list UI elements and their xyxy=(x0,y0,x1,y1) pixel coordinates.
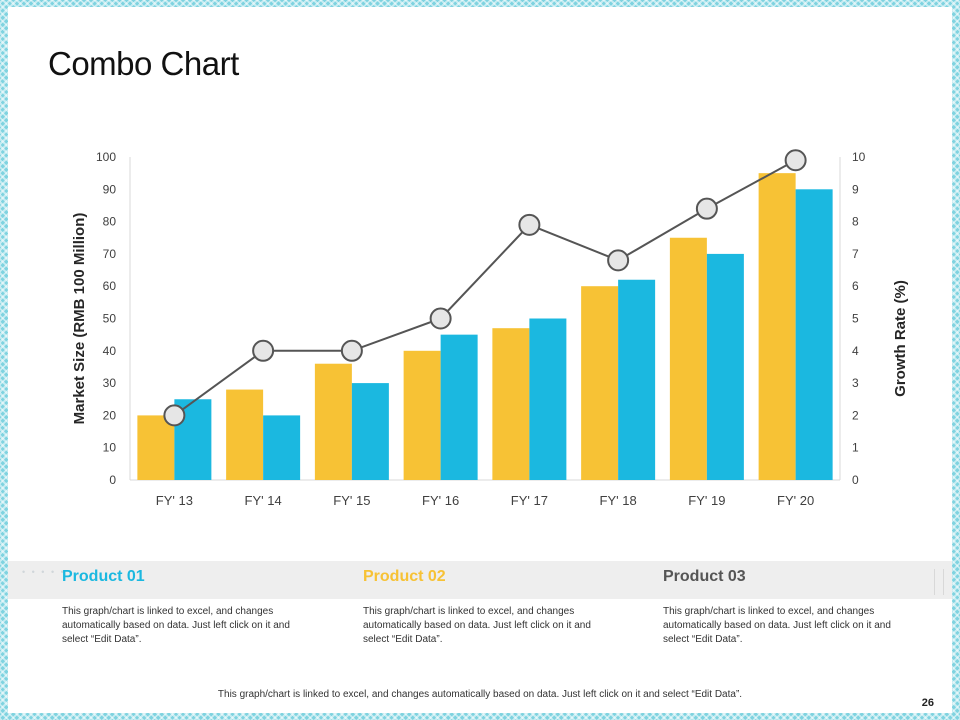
y-right-tick-label: 9 xyxy=(852,182,859,196)
y-tick-label: 40 xyxy=(103,344,117,358)
y-tick-label: 10 xyxy=(103,441,117,455)
growth-rate-point xyxy=(784,149,807,172)
y-tick-label: 0 xyxy=(109,473,116,487)
y-tick-label: 70 xyxy=(103,247,117,261)
bar-series1 xyxy=(581,286,619,480)
y-right-tick-label: 4 xyxy=(852,344,859,358)
y-tick-label: 30 xyxy=(103,376,117,390)
bar-series2 xyxy=(529,318,567,480)
x-tick-label: FY' 18 xyxy=(600,493,637,508)
product-03-description: This graph/chart is linked to excel, and… xyxy=(663,606,891,645)
bar-series2 xyxy=(795,189,833,481)
y-right-tick-label: 5 xyxy=(852,312,859,326)
bar-series2 xyxy=(706,253,744,480)
growth-rate-point xyxy=(340,339,363,362)
y-right-tick-label: 8 xyxy=(852,215,859,229)
bar-series1 xyxy=(669,237,707,480)
y-right-tick-label: 3 xyxy=(852,376,859,390)
bar-series1 xyxy=(403,350,441,480)
product-02-heading: Product 02 xyxy=(363,568,446,585)
x-tick-label: FY' 20 xyxy=(777,493,814,508)
y-tick-label: 20 xyxy=(103,408,117,422)
x-tick-label: FY' 13 xyxy=(156,493,193,508)
footer-note: This graph/chart is linked to excel, and… xyxy=(217,689,743,700)
product-band xyxy=(8,561,952,599)
y-axis-title: Market Size (RMB 100 Million) xyxy=(71,213,88,425)
bar-series2 xyxy=(618,279,656,480)
decorative-lines xyxy=(934,569,944,595)
growth-rate-point xyxy=(518,213,541,236)
x-tick-label: FY' 16 xyxy=(422,493,459,508)
bar-series1 xyxy=(758,173,796,480)
y-tick-label: 50 xyxy=(103,312,117,326)
bar-series1 xyxy=(314,363,352,480)
y-right-tick-label: 7 xyxy=(852,247,859,261)
combo-chart: 0 10 20 30 40 50 60 70 80 90 100 0 1 2 3 4 5 6 7 8 9 10 Market… xyxy=(71,149,909,508)
y-right-tick-label: 10 xyxy=(852,150,866,164)
product-02-description: This graph/chart is linked to excel, and… xyxy=(363,606,591,645)
y-tick-label: 100 xyxy=(96,150,116,164)
page-number: 26 xyxy=(921,697,934,709)
bar-series2 xyxy=(351,383,389,480)
growth-rate-point xyxy=(607,249,630,272)
growth-rate-point xyxy=(163,404,186,427)
slide: Combo Chart 0 10 20 30 40 50 60 70 80 90 100 0 1 2 3 4 5… xyxy=(8,7,952,713)
product-01-heading: Product 01 xyxy=(62,568,145,585)
y-right-tick-label: 1 xyxy=(852,441,859,455)
decorative-dots: • • • • • xyxy=(22,567,66,577)
growth-rate-point xyxy=(429,307,452,330)
growth-rate-point xyxy=(252,339,275,362)
bar-series2 xyxy=(440,334,478,480)
growth-rate-point xyxy=(695,197,718,220)
y-tick-label: 80 xyxy=(103,215,117,229)
y-right-tick-label: 6 xyxy=(852,279,859,293)
y-right-tick-label: 2 xyxy=(852,408,859,422)
x-tick-label: FY' 15 xyxy=(333,493,370,508)
slide-title: Combo Chart xyxy=(48,45,239,82)
x-tick-label: FY' 19 xyxy=(688,493,725,508)
product-03-heading: Product 03 xyxy=(663,568,746,585)
product-01-description: This graph/chart is linked to excel, and… xyxy=(62,606,290,645)
y-right-tick-label: 0 xyxy=(852,473,859,487)
bar-series2 xyxy=(263,415,301,480)
growth-rate-line xyxy=(173,159,797,417)
bar-series1 xyxy=(492,328,530,480)
y-tick-label: 60 xyxy=(103,279,117,293)
x-tick-label: FY' 14 xyxy=(245,493,282,508)
bar-series1 xyxy=(226,389,264,480)
bar-series1 xyxy=(137,415,175,480)
y-right-axis-title: Growth Rate (%) xyxy=(892,280,909,397)
x-tick-label: FY' 17 xyxy=(511,493,548,508)
y-tick-label: 90 xyxy=(103,182,117,196)
